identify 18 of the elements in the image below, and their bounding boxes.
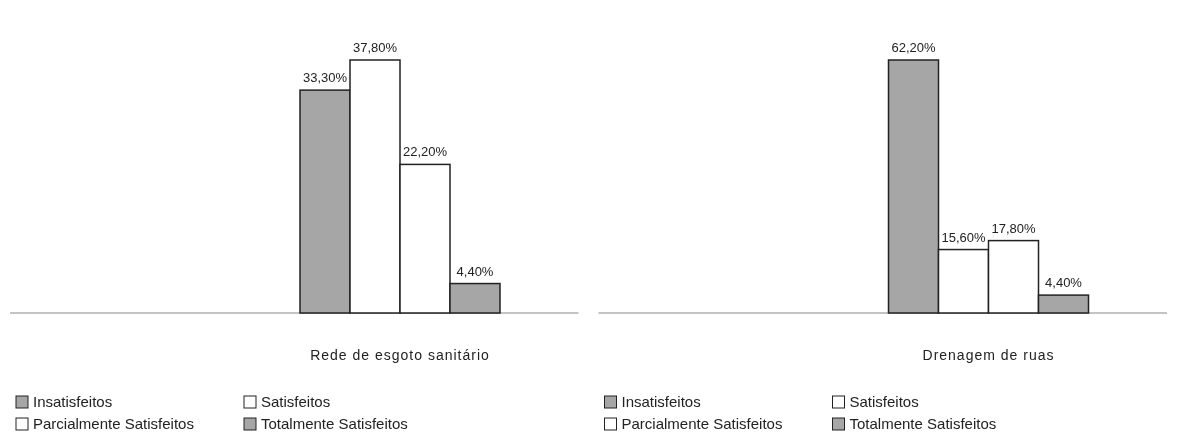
data-label: 37,80%: [352, 40, 398, 55]
legend-label: Satisfeitos: [261, 393, 331, 410]
data-label: 4,40%: [456, 263, 494, 279]
legend-label: Totalmente Satisfeitos: [849, 415, 997, 432]
legend-label: Insatisfeitos: [33, 393, 113, 410]
data-label: 33,30%: [302, 70, 348, 86]
legend-label: Satisfeitos: [849, 393, 919, 410]
legend-label: Parcialmente Satisfeitos: [621, 415, 783, 432]
text: Rede de esgoto sanitário: [310, 347, 490, 363]
data-label: 22,20%: [402, 144, 448, 160]
legend-label: Totalmente Satisfeitos: [261, 415, 408, 432]
text: Drenagem de ruas: [922, 347, 1055, 363]
legend-label: Parcialmente Satisfeitos: [33, 415, 194, 432]
data-label: 15,60%: [941, 229, 986, 245]
data-label: 62,20%: [891, 40, 936, 55]
data-label: 4,40%: [1045, 275, 1083, 291]
legend-label: Insatisfeitos: [621, 393, 701, 410]
data-label: 17,80%: [991, 220, 1036, 236]
